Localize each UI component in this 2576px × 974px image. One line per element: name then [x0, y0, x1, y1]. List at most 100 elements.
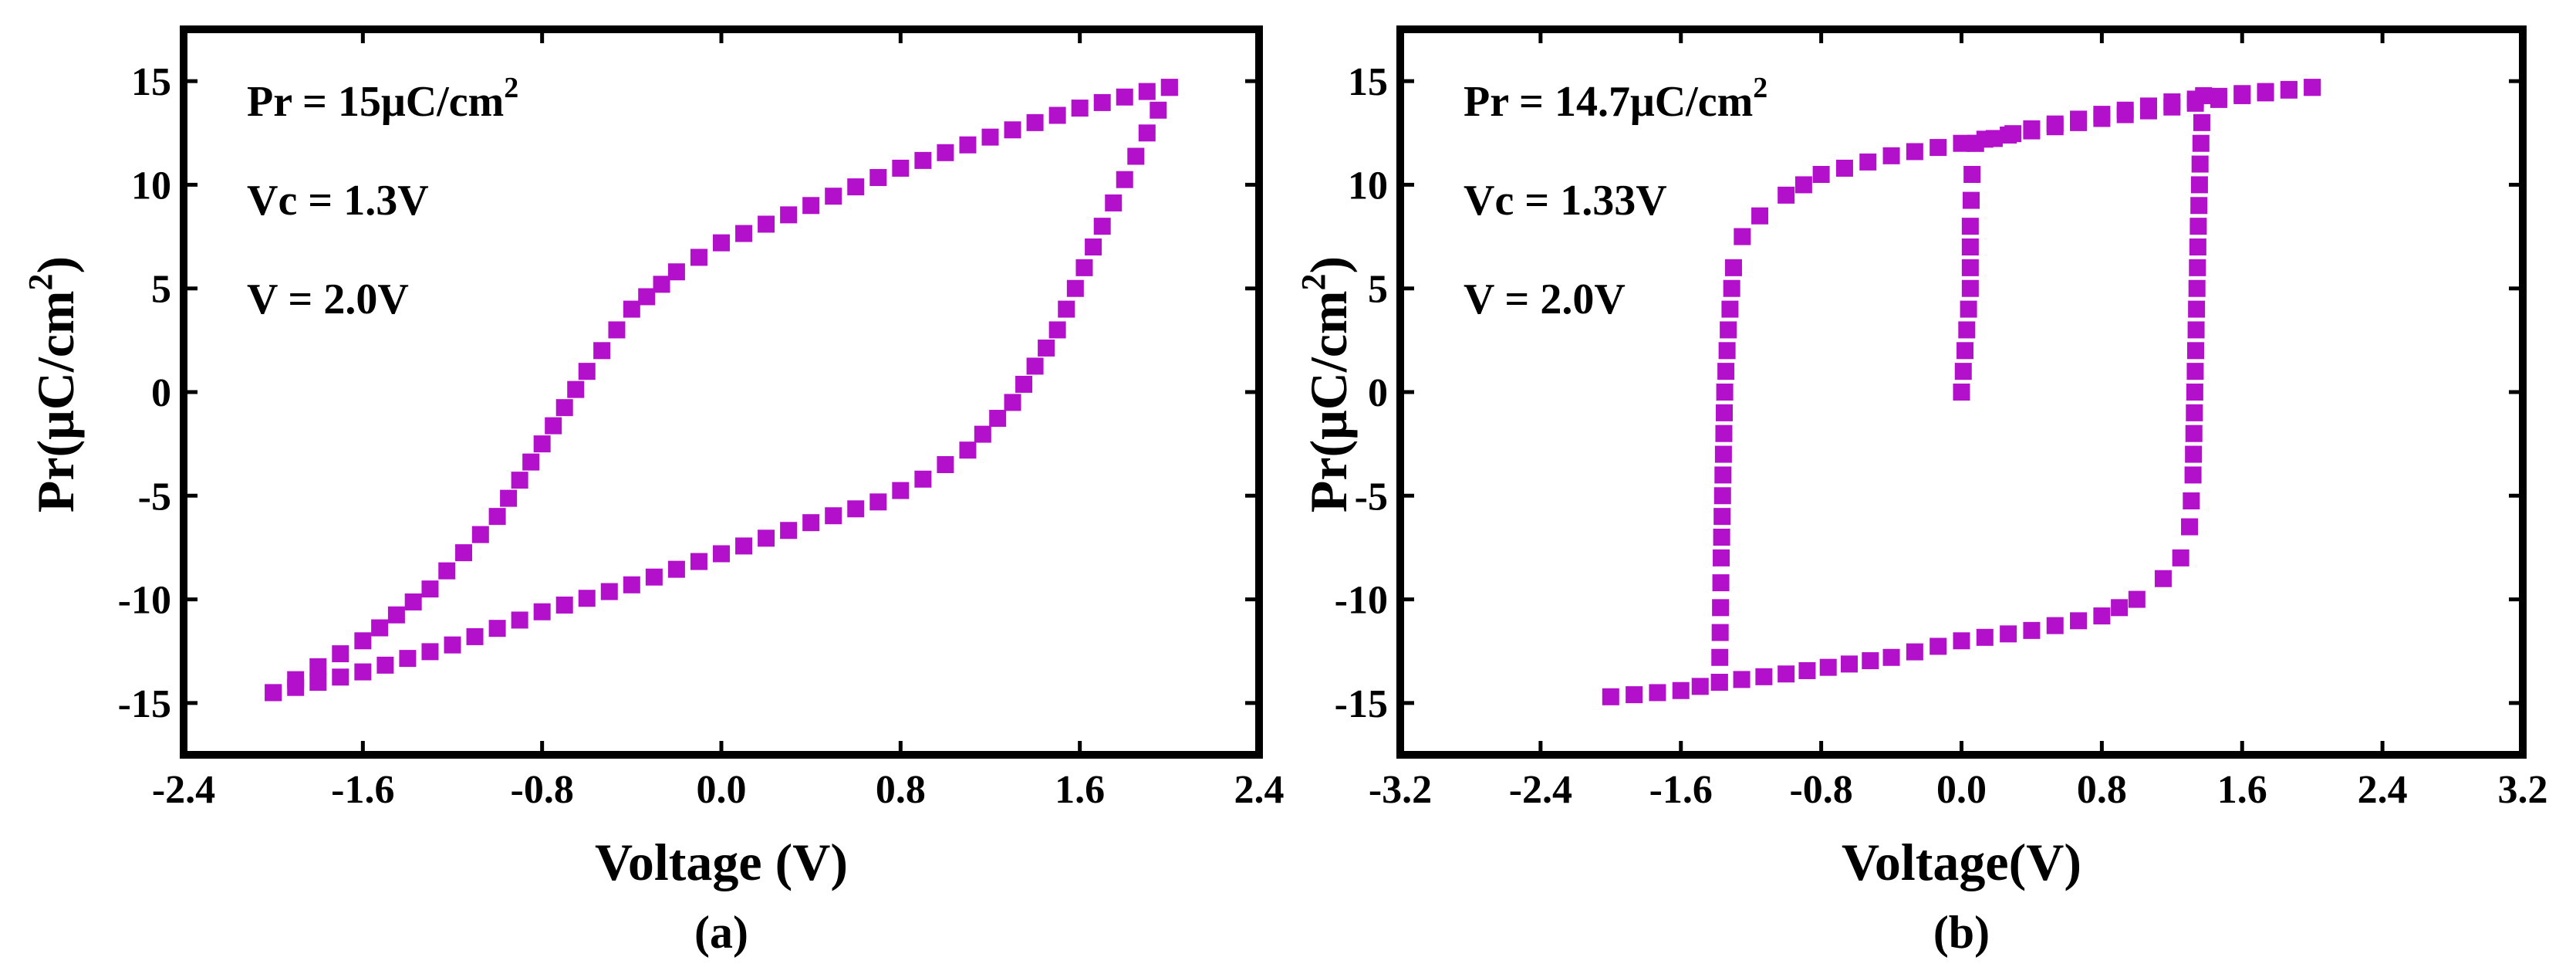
data-point: [578, 363, 596, 380]
data-point: [1755, 668, 1773, 685]
x-axis-label: Voltage(V): [1842, 833, 2081, 891]
data-point: [1953, 134, 1970, 152]
y-tick-label: -10: [118, 579, 171, 623]
data-point: [1862, 652, 1879, 670]
data-point: [1718, 342, 1736, 360]
x-tick-label: -0.8: [1789, 768, 1852, 812]
data-point: [1071, 100, 1089, 117]
y-tick-label: 5: [1368, 268, 1388, 312]
annotation-text: Vc = 1.3V: [247, 177, 429, 225]
data-point: [2187, 321, 2205, 339]
data-point: [1794, 176, 1812, 194]
x-tick-label: 0.8: [876, 768, 926, 812]
data-point: [1712, 574, 1730, 592]
data-point: [2172, 549, 2189, 566]
data-point: [937, 456, 954, 473]
data-point: [1720, 321, 1737, 339]
x-tick-label: 0.0: [1936, 768, 1987, 812]
data-point: [869, 493, 887, 511]
data-point: [1906, 143, 1923, 161]
data-point: [2023, 621, 2041, 639]
data-point: [1963, 166, 1981, 183]
data-point: [1798, 661, 1816, 679]
annotation-text: V = 2.0V: [1464, 276, 1626, 323]
data-point: [1733, 671, 1751, 688]
data-point: [1048, 107, 1066, 124]
data-point: [2181, 518, 2199, 536]
data-point: [404, 593, 422, 610]
data-point: [1734, 228, 1751, 245]
annotation-1: Pr = 14.7μC/cm2: [1464, 72, 1767, 126]
data-point: [1004, 121, 1021, 139]
x-tick-label: 1.6: [1055, 768, 1105, 812]
series-initial: [1953, 134, 1984, 401]
data-point: [2280, 81, 2297, 99]
data-point: [1004, 394, 1021, 411]
data-point: [1714, 445, 1732, 463]
annotation-3: V = 2.0V: [247, 276, 409, 323]
y-axis-label-superscript: 2: [1295, 273, 1332, 290]
y-axis-label-superscript: 2: [22, 273, 59, 290]
data-point: [1751, 207, 1769, 225]
x-tick-label: 3.2: [2498, 768, 2548, 812]
data-point: [892, 482, 910, 499]
data-point: [455, 544, 473, 562]
data-point: [1906, 643, 1923, 661]
data-point: [802, 514, 820, 532]
data-point: [1954, 363, 1972, 380]
data-point: [937, 144, 954, 161]
y-tick-label: 15: [1348, 60, 1388, 104]
data-point: [471, 526, 489, 543]
data-point: [2000, 126, 2017, 144]
data-point: [371, 619, 389, 637]
data-point: [713, 234, 730, 252]
annotation-1: Pr = 15μC/cm2: [247, 72, 518, 126]
data-point: [869, 169, 887, 187]
data-point: [1929, 637, 1947, 655]
data-point: [1778, 665, 1795, 683]
x-tick-label: -1.6: [1649, 768, 1713, 812]
data-point: [623, 576, 640, 594]
data-point: [533, 435, 551, 453]
data-point: [399, 650, 417, 668]
data-point: [309, 674, 327, 691]
data-point: [667, 560, 685, 578]
data-point: [2187, 342, 2205, 360]
data-point: [2023, 122, 2041, 140]
panel-a-chart: -2.4 -1.6 -0.8 0.0 0.8 1.6 2.4 -15 -10 -5 0 5 10 15 Pr…: [22, 25, 1285, 958]
y-tick-label: -10: [1335, 579, 1388, 623]
data-point: [1710, 674, 1728, 691]
annotation-text: V = 2.0V: [247, 276, 409, 323]
data-point: [2210, 90, 2227, 108]
data-point: [2186, 363, 2204, 380]
data-point: [1961, 259, 1979, 276]
data-point: [1958, 321, 1976, 339]
data-point: [533, 603, 551, 621]
data-point: [2257, 84, 2274, 102]
data-point: [1882, 648, 1900, 666]
data-point: [1812, 166, 1830, 183]
data-point: [1963, 191, 1980, 209]
x-tick-label: 1.6: [2217, 768, 2267, 812]
data-point: [1066, 279, 1084, 297]
data-point: [376, 656, 394, 674]
data-point: [780, 522, 798, 539]
data-point: [1713, 487, 1731, 505]
data-point: [2190, 197, 2208, 215]
data-point: [1714, 466, 1732, 484]
data-point: [2046, 118, 2064, 136]
data-point: [847, 500, 865, 518]
x-tick-label: -2.4: [152, 768, 215, 812]
annotation-text: Pr = 14.7μC/cm: [1464, 78, 1753, 126]
data-point: [758, 529, 775, 547]
data-point: [638, 288, 656, 306]
data-point: [511, 611, 528, 629]
x-axis-label: Voltage (V): [595, 833, 848, 891]
data-point: [1138, 124, 1156, 142]
data-point: [1819, 658, 1837, 676]
data-point: [1626, 686, 1643, 704]
annotation-text: Pr = 15μC/cm: [247, 78, 504, 126]
data-point: [1960, 300, 1977, 318]
data-point: [2193, 113, 2210, 131]
